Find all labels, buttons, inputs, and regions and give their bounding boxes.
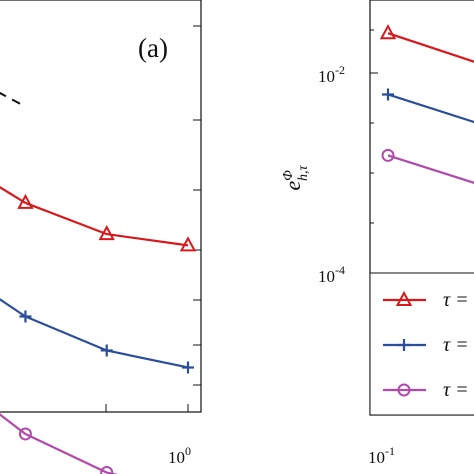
data-point-triangle xyxy=(179,236,197,252)
series-lead-in-3 xyxy=(0,413,27,435)
panel-b-y-axis-label: eΦh,τ xyxy=(280,165,311,191)
series-line-3 xyxy=(387,154,474,184)
panel-a-reference-slope-line xyxy=(0,91,27,108)
data-point-circle xyxy=(381,148,395,162)
data-point-triangle xyxy=(379,24,397,40)
series-line-1 xyxy=(25,201,189,247)
data-point-plus xyxy=(182,361,194,374)
panel-b-x-tick-label: 10-1 xyxy=(368,444,395,467)
data-point-circle xyxy=(18,427,32,441)
panel-b-series xyxy=(379,24,474,184)
legend-label: τ = xyxy=(443,334,469,356)
panel-a: (a) 100 xyxy=(0,0,202,474)
panel-b-y-tick-label: 10-2 xyxy=(318,63,345,86)
legend-entries: τ = τ = τ = xyxy=(383,289,469,401)
panel-a-axes-box xyxy=(0,0,202,413)
series-line-2 xyxy=(387,93,474,124)
panel-b: 10-2 10-4 10-1 eΦh,τ τ = τ = τ = xyxy=(280,0,474,467)
data-point-circle xyxy=(100,466,114,474)
legend-label: τ = xyxy=(443,379,469,401)
series-line-1 xyxy=(387,32,474,63)
data-point-triangle xyxy=(98,225,115,241)
panel-b-legend: τ = τ = τ = xyxy=(369,272,474,416)
panel-a-y-ticks xyxy=(193,25,201,386)
series-lead-in-1 xyxy=(0,186,27,204)
series-line-2 xyxy=(25,315,189,369)
data-point-triangle xyxy=(17,193,34,209)
panel-b-y-ticks xyxy=(370,29,378,274)
data-point-plus xyxy=(100,344,113,357)
panel-a-series xyxy=(0,186,197,474)
legend-marker-circle xyxy=(397,383,411,397)
legend-label: τ = xyxy=(443,289,469,311)
series-lead-in-2 xyxy=(0,298,27,318)
data-point-plus xyxy=(382,88,394,101)
legend-marker-plus xyxy=(398,339,410,351)
panel-b-y-tick-label: 10-4 xyxy=(318,263,345,286)
legend-marker-triangle xyxy=(395,290,413,306)
panel-a-label: (a) xyxy=(138,33,168,63)
panel-a-x-ticks xyxy=(105,404,189,412)
data-point-plus xyxy=(19,310,32,323)
series-line-3 xyxy=(24,432,119,474)
panel-a-x-tick-label: 100 xyxy=(168,444,191,467)
